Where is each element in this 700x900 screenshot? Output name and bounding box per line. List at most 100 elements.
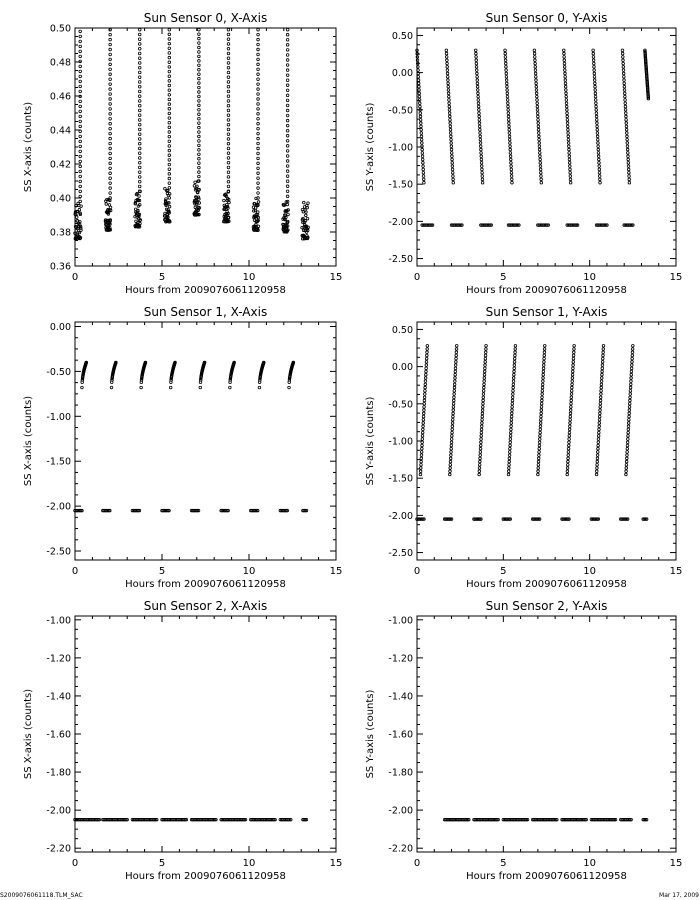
data-point [282, 203, 287, 207]
sweep-point [477, 121, 482, 125]
footer-date: Mar 17, 2009 [659, 892, 699, 899]
baseline-point [226, 508, 230, 513]
data-point [286, 208, 290, 212]
baseline-point [488, 223, 492, 227]
baseline-point [536, 517, 541, 521]
sweep-point [567, 434, 571, 438]
y-tick-label: -2.20 [388, 844, 413, 855]
spike-point [138, 170, 142, 174]
sweep-point [419, 450, 424, 454]
y-tick-label: -1.80 [388, 768, 413, 779]
sweep-point [624, 463, 629, 467]
data-point [163, 199, 168, 203]
sweep-point [623, 101, 627, 105]
y-tick-label: -2.20 [46, 844, 71, 855]
sweep-point [511, 385, 515, 390]
x-tick-label: 15 [670, 566, 683, 577]
sweep-point [626, 167, 631, 172]
sweep-point [565, 108, 569, 112]
sweep-point [483, 363, 487, 367]
data-point [167, 204, 172, 209]
sweep-point [479, 151, 483, 155]
spike-point [197, 103, 201, 108]
spike-point [197, 108, 201, 112]
sweep-point [452, 395, 456, 399]
spike-point [167, 102, 172, 106]
sweep-point [418, 111, 422, 115]
sweep-point [421, 424, 425, 428]
sweep-point [474, 51, 478, 56]
sweep-point [595, 463, 599, 467]
spike-point [108, 32, 112, 37]
sweep-point [600, 366, 604, 371]
data-point [79, 228, 83, 232]
spike-point [197, 125, 201, 130]
x-tick-label: 0 [72, 858, 78, 869]
sweep-point [474, 55, 478, 59]
sweep-point [597, 418, 602, 422]
sweep-point [513, 356, 517, 361]
sweep-point [503, 58, 508, 62]
hook-point [173, 360, 177, 365]
spike-point [197, 50, 201, 54]
spike-point [256, 92, 260, 96]
sweep-point [538, 434, 542, 438]
data-point [164, 197, 168, 201]
sweep-point [449, 440, 454, 445]
sweep-point [624, 121, 628, 125]
spike-point [226, 32, 231, 37]
sweep-point [474, 58, 478, 62]
sweep-point [592, 61, 596, 66]
y-tick-label: 0.48 [50, 58, 71, 69]
sweep-point [567, 430, 572, 435]
x-axis-label: Hours from 2009076061120958 [466, 579, 627, 590]
spike-point [197, 116, 201, 121]
sweep-point [478, 450, 483, 454]
spike-point [78, 69, 82, 74]
data-point [304, 210, 308, 214]
spike-point [197, 41, 201, 45]
sweep-point [625, 447, 630, 451]
sweep-point [507, 131, 512, 135]
sweep-point [566, 456, 570, 461]
sweep-point [450, 421, 455, 425]
sweep-point [445, 71, 450, 76]
sweep-point [451, 402, 456, 406]
sweep-point [541, 373, 545, 377]
sweep-point [537, 456, 541, 461]
spike-point [285, 58, 290, 62]
spike-point [108, 102, 112, 106]
sweep-point [564, 94, 568, 99]
spike-point [256, 146, 260, 151]
y-tick-label: -1.60 [46, 730, 71, 741]
sweep-point [424, 363, 429, 367]
spike-point [197, 32, 201, 36]
sweep-point [504, 75, 509, 79]
sweep-point [510, 411, 514, 416]
data-point [108, 208, 113, 213]
sweep-point [621, 55, 625, 59]
sweep-point [447, 101, 451, 105]
spike-point [78, 64, 82, 69]
sweep-point [594, 104, 598, 109]
sweep-point [625, 443, 630, 448]
sweep-point [565, 118, 570, 122]
sweep-point [450, 161, 454, 165]
sweep-point [539, 414, 543, 419]
spike-point [226, 170, 231, 174]
sweep-point [539, 408, 544, 412]
spike-point [256, 107, 260, 111]
baseline-point [605, 223, 609, 227]
spike-point [78, 164, 82, 169]
sweep-point [450, 154, 454, 158]
sweep-point [540, 392, 544, 396]
sweep-point [507, 453, 512, 457]
sweep-point [571, 366, 575, 371]
spike-point [256, 136, 260, 141]
data-point [301, 228, 306, 233]
spike-point [167, 130, 172, 134]
sweep-point [562, 51, 566, 56]
data-point [252, 209, 256, 213]
spike-point [167, 111, 172, 116]
sweep-point [600, 363, 605, 367]
